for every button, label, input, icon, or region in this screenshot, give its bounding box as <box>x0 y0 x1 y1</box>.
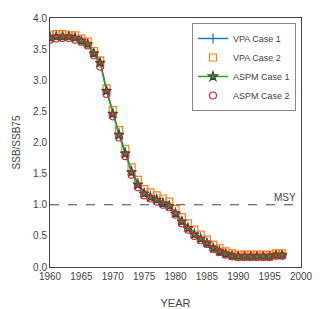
svg-text:1990: 1990 <box>227 271 250 282</box>
svg-text:4.0: 4.0 <box>33 13 47 24</box>
svg-text:1.0: 1.0 <box>33 199 47 210</box>
svg-text:1970: 1970 <box>102 271 125 282</box>
svg-text:2.5: 2.5 <box>33 106 47 117</box>
svg-text:SSB/SSB75: SSB/SSB75 <box>11 115 22 169</box>
svg-text:1960: 1960 <box>39 271 62 282</box>
svg-text:1980: 1980 <box>164 271 187 282</box>
svg-text:1995: 1995 <box>259 271 282 282</box>
svg-text:VPA Case 2: VPA Case 2 <box>233 53 281 63</box>
svg-text:1965: 1965 <box>70 271 93 282</box>
svg-text:VPA Case 1: VPA Case 1 <box>233 34 281 44</box>
svg-text:YEAR: YEAR <box>161 297 191 309</box>
svg-text:1985: 1985 <box>196 271 219 282</box>
svg-text:3.5: 3.5 <box>33 44 47 55</box>
svg-text:2000: 2000 <box>290 271 313 282</box>
svg-text:1.5: 1.5 <box>33 168 47 179</box>
svg-text:1975: 1975 <box>133 271 156 282</box>
svg-text:3.0: 3.0 <box>33 75 47 86</box>
svg-text:ASPM Case 2: ASPM Case 2 <box>233 91 290 101</box>
svg-text:0.5: 0.5 <box>33 230 47 241</box>
svg-text:MSY: MSY <box>274 192 296 203</box>
svg-text:0.0: 0.0 <box>33 262 47 273</box>
svg-text:ASPM Case 1: ASPM Case 1 <box>233 72 290 82</box>
svg-text:2.0: 2.0 <box>33 137 47 148</box>
